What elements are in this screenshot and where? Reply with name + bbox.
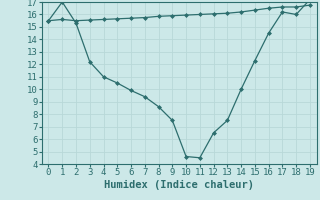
X-axis label: Humidex (Indice chaleur): Humidex (Indice chaleur): [104, 180, 254, 190]
